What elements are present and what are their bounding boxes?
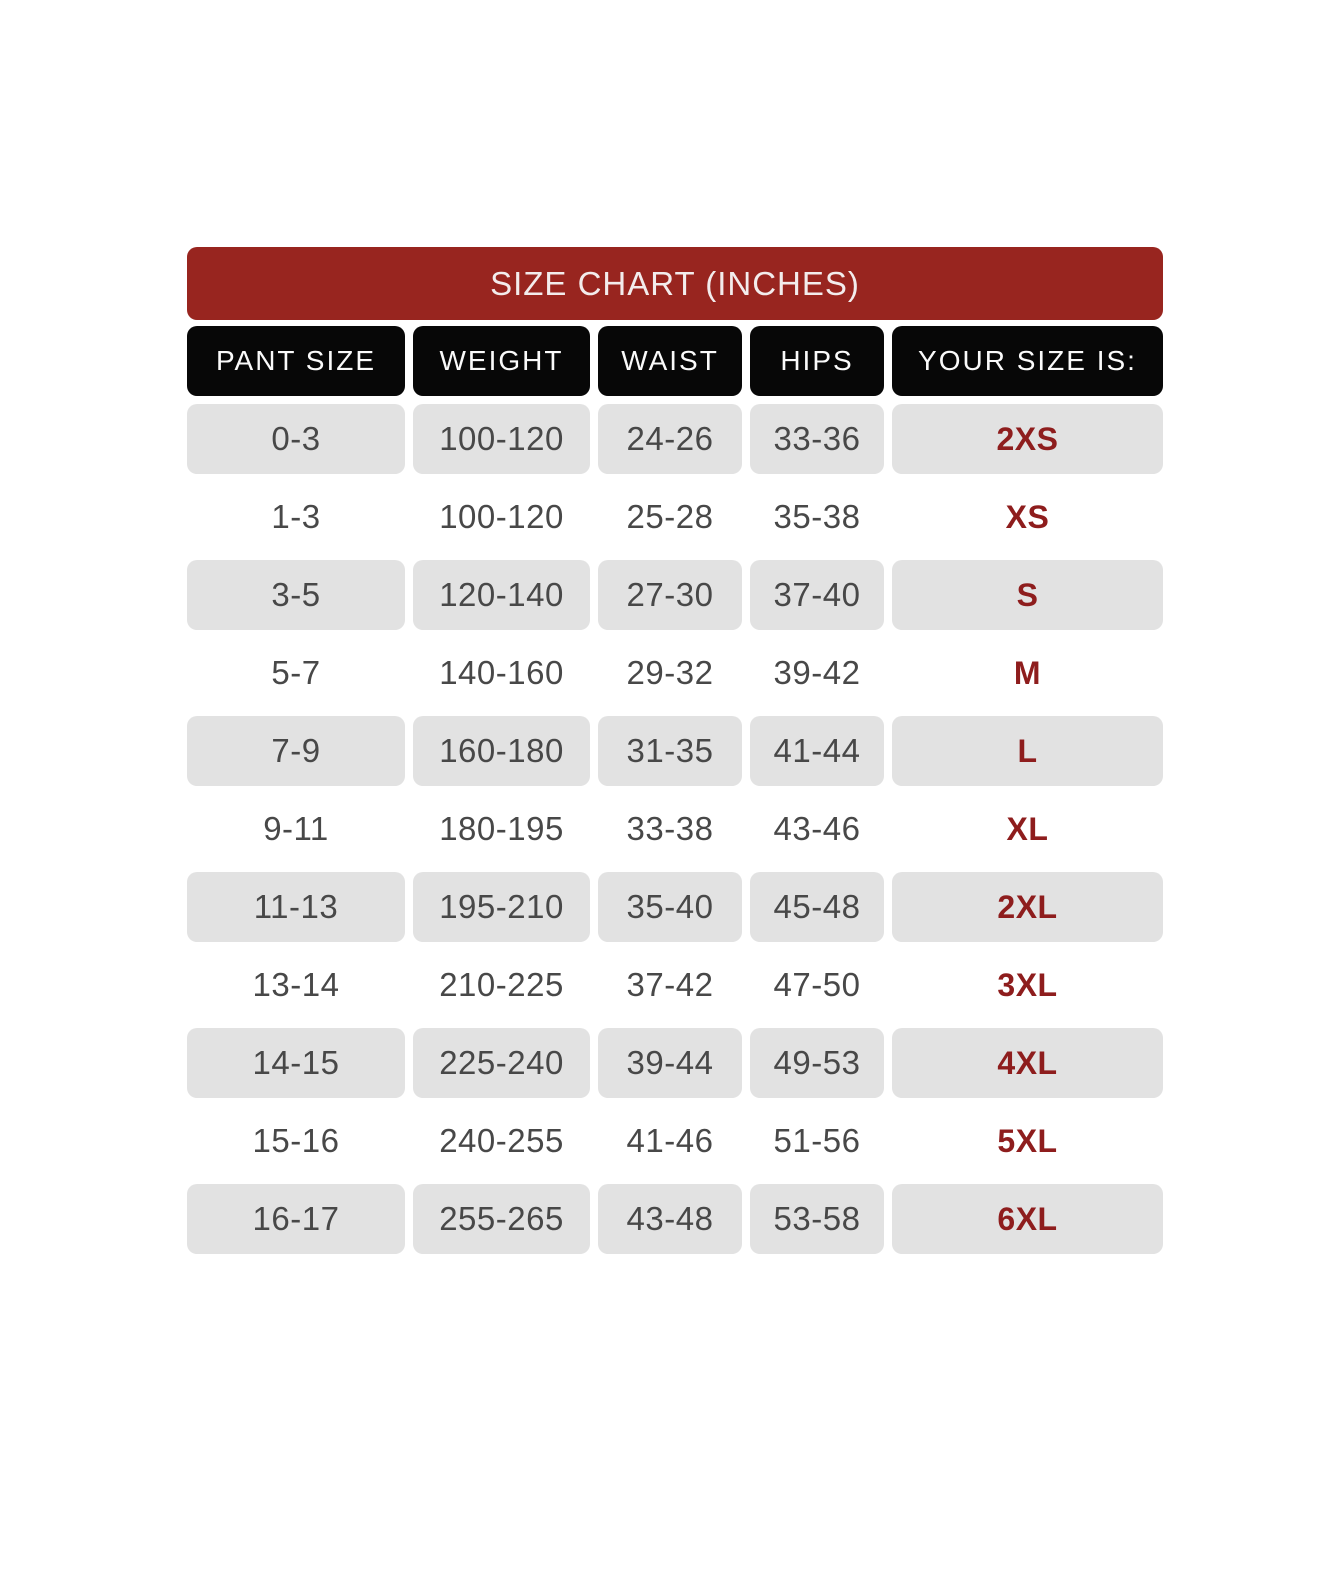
pant-size-cell: 9-11 xyxy=(263,810,329,847)
size-cell: 6XL xyxy=(892,1184,1163,1254)
table-row: 16-17 255-265 43-48 53-58 6XL xyxy=(187,1184,1163,1254)
size-cell: 3XL xyxy=(997,966,1058,1003)
weight-cell: 120-140 xyxy=(413,560,590,630)
hips-cell: 53-58 xyxy=(750,1184,884,1254)
weight-cell: 210-225 xyxy=(439,966,564,1003)
hips-cell: 49-53 xyxy=(750,1028,884,1098)
pant-size-cell: 3-5 xyxy=(187,560,405,630)
size-cell: M xyxy=(1013,654,1042,691)
pant-size-cell: 15-16 xyxy=(252,1122,340,1159)
weight-cell: 255-265 xyxy=(413,1184,590,1254)
hips-cell: 35-38 xyxy=(773,498,861,535)
weight-cell: 180-195 xyxy=(439,810,564,847)
waist-cell: 37-42 xyxy=(626,966,714,1003)
weight-cell: 160-180 xyxy=(413,716,590,786)
table-row: 11-13 195-210 35-40 45-48 2XL xyxy=(187,872,1163,942)
column-header-your-size: YOUR SIZE IS: xyxy=(892,326,1163,396)
hips-cell: 39-42 xyxy=(773,654,861,691)
waist-cell: 27-30 xyxy=(598,560,742,630)
table-body: 0-3 100-120 24-26 33-36 2XS 1-3 100-120 … xyxy=(187,404,1163,1254)
weight-cell: 100-120 xyxy=(413,404,590,474)
size-cell: 5XL xyxy=(997,1122,1058,1159)
weight-cell: 100-120 xyxy=(439,498,564,535)
hips-cell: 43-46 xyxy=(773,810,861,847)
size-cell: S xyxy=(892,560,1163,630)
weight-cell: 195-210 xyxy=(413,872,590,942)
size-cell: 2XL xyxy=(892,872,1163,942)
size-cell: 4XL xyxy=(892,1028,1163,1098)
waist-cell: 41-46 xyxy=(626,1122,714,1159)
waist-cell: 31-35 xyxy=(598,716,742,786)
table-row: 7-9 160-180 31-35 41-44 L xyxy=(187,716,1163,786)
pant-size-cell: 1-3 xyxy=(271,498,321,535)
waist-cell: 29-32 xyxy=(626,654,714,691)
table-row: 15-16 240-255 41-46 51-56 5XL xyxy=(187,1106,1163,1176)
size-cell: L xyxy=(892,716,1163,786)
column-header-hips: HIPS xyxy=(750,326,884,396)
waist-cell: 25-28 xyxy=(626,498,714,535)
hips-cell: 51-56 xyxy=(773,1122,861,1159)
pant-size-cell: 16-17 xyxy=(187,1184,405,1254)
size-chart-title: SIZE CHART (INCHES) xyxy=(187,247,1163,320)
hips-cell: 45-48 xyxy=(750,872,884,942)
header-row: PANT SIZE WEIGHT WAIST HIPS YOUR SIZE IS… xyxy=(187,326,1163,396)
size-cell: XS xyxy=(1005,498,1050,535)
table-row: 3-5 120-140 27-30 37-40 S xyxy=(187,560,1163,630)
size-cell: XL xyxy=(1006,810,1049,847)
hips-cell: 37-40 xyxy=(750,560,884,630)
size-cell: 2XS xyxy=(892,404,1163,474)
hips-cell: 41-44 xyxy=(750,716,884,786)
column-header-weight: WEIGHT xyxy=(413,326,590,396)
pant-size-cell: 14-15 xyxy=(187,1028,405,1098)
waist-cell: 24-26 xyxy=(598,404,742,474)
hips-cell: 47-50 xyxy=(773,966,861,1003)
waist-cell: 33-38 xyxy=(626,810,714,847)
pant-size-cell: 7-9 xyxy=(187,716,405,786)
pant-size-cell: 5-7 xyxy=(271,654,321,691)
column-header-pant-size: PANT SIZE xyxy=(187,326,405,396)
table-row: 0-3 100-120 24-26 33-36 2XS xyxy=(187,404,1163,474)
column-header-waist: WAIST xyxy=(598,326,742,396)
waist-cell: 39-44 xyxy=(598,1028,742,1098)
table-row: 14-15 225-240 39-44 49-53 4XL xyxy=(187,1028,1163,1098)
weight-cell: 140-160 xyxy=(439,654,564,691)
pant-size-cell: 13-14 xyxy=(252,966,340,1003)
weight-cell: 240-255 xyxy=(439,1122,564,1159)
waist-cell: 43-48 xyxy=(598,1184,742,1254)
hips-cell: 33-36 xyxy=(750,404,884,474)
waist-cell: 35-40 xyxy=(598,872,742,942)
table-row: 13-14 210-225 37-42 47-50 3XL xyxy=(187,950,1163,1020)
size-chart: SIZE CHART (INCHES) PANT SIZE WEIGHT WAI… xyxy=(187,247,1163,1262)
pant-size-cell: 0-3 xyxy=(187,404,405,474)
pant-size-cell: 11-13 xyxy=(187,872,405,942)
table-row: 5-7 140-160 29-32 39-42 M xyxy=(187,638,1163,708)
weight-cell: 225-240 xyxy=(413,1028,590,1098)
table-row: 9-11 180-195 33-38 43-46 XL xyxy=(187,794,1163,864)
table-row: 1-3 100-120 25-28 35-38 XS xyxy=(187,482,1163,552)
